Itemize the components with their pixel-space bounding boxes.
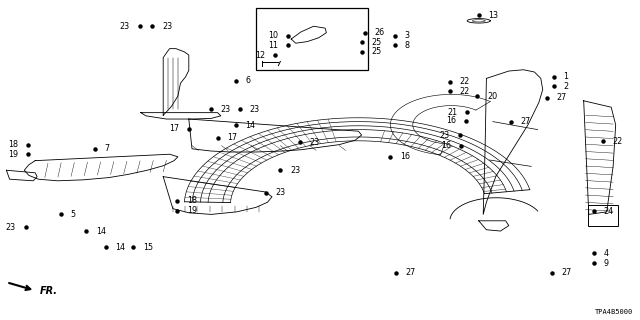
- Text: 23: 23: [275, 188, 285, 197]
- Text: 3: 3: [404, 31, 410, 40]
- Text: 17: 17: [169, 124, 179, 133]
- Text: 1: 1: [563, 72, 568, 81]
- Text: 15: 15: [143, 243, 153, 252]
- Text: 25: 25: [371, 47, 381, 56]
- Text: 4: 4: [604, 249, 609, 258]
- Text: 9: 9: [604, 259, 609, 268]
- Text: 14: 14: [245, 121, 255, 130]
- Text: 7: 7: [104, 144, 109, 153]
- Text: 18: 18: [187, 196, 197, 205]
- Text: 23: 23: [221, 105, 231, 114]
- Text: 25: 25: [371, 38, 381, 47]
- Text: 23: 23: [6, 223, 16, 232]
- Text: 8: 8: [404, 41, 410, 50]
- Text: 17: 17: [227, 133, 237, 142]
- Text: 16: 16: [441, 141, 451, 150]
- Text: 22: 22: [612, 137, 623, 146]
- Text: 20: 20: [487, 92, 497, 100]
- Text: 23: 23: [290, 166, 300, 175]
- Text: 10: 10: [268, 31, 278, 40]
- Text: 16: 16: [446, 116, 456, 125]
- Text: FR.: FR.: [40, 286, 58, 296]
- Text: 13: 13: [488, 11, 499, 20]
- Text: 2: 2: [563, 82, 568, 91]
- Text: 14: 14: [115, 243, 125, 252]
- Text: 16: 16: [400, 152, 410, 161]
- Text: 27: 27: [557, 93, 567, 102]
- Bar: [588, 205, 618, 226]
- Text: 24: 24: [604, 207, 614, 216]
- Text: 27: 27: [405, 268, 415, 277]
- Text: 27: 27: [561, 268, 572, 277]
- Text: 5: 5: [70, 210, 76, 219]
- Text: 19: 19: [8, 150, 18, 159]
- Bar: [256, 8, 368, 70]
- Text: 23: 23: [250, 105, 260, 114]
- Text: 23: 23: [309, 138, 319, 147]
- Text: 23: 23: [120, 22, 130, 31]
- Text: 23: 23: [162, 22, 172, 31]
- Text: 18: 18: [8, 140, 18, 149]
- Text: 11: 11: [268, 41, 278, 50]
- Text: 12: 12: [255, 51, 266, 60]
- Text: 14: 14: [96, 227, 106, 236]
- Text: TPA4B5000: TPA4B5000: [595, 309, 634, 315]
- Text: 22: 22: [460, 77, 470, 86]
- Text: 23: 23: [440, 131, 450, 140]
- Text: 22: 22: [460, 87, 470, 96]
- Text: 19: 19: [187, 206, 197, 215]
- Text: 21: 21: [447, 108, 458, 116]
- Text: 27: 27: [520, 117, 531, 126]
- Text: 26: 26: [374, 28, 385, 37]
- Text: 6: 6: [245, 76, 250, 85]
